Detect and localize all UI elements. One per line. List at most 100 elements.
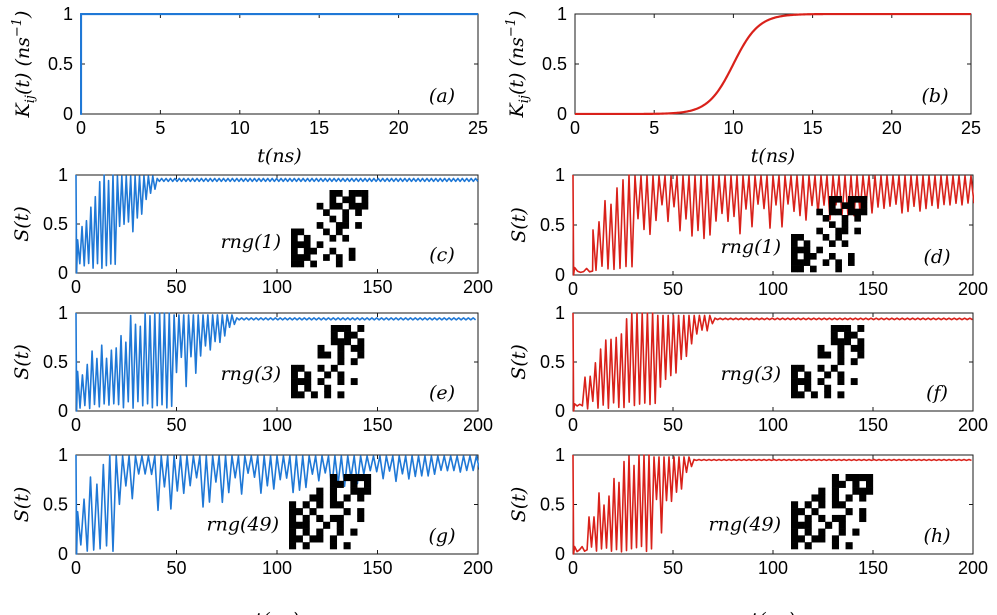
matrix-cell: [336, 521, 344, 529]
matrix-cell: [310, 260, 317, 268]
panel-tag: (d): [924, 246, 951, 268]
adjacency-matrix: [791, 474, 874, 550]
matrix-cell: [343, 542, 351, 550]
matrix-cell: [337, 338, 345, 346]
matrix-cell: [316, 501, 324, 509]
matrix-cell: [844, 338, 852, 346]
matrix-cell: [824, 371, 832, 379]
matrix-cell: [811, 535, 819, 543]
panel-tag: (g): [429, 525, 456, 547]
matrix-cell: [350, 528, 358, 536]
matrix-cell: [804, 542, 812, 550]
series-line: [75, 312, 477, 412]
matrix-cell: [841, 240, 849, 247]
matrix-cell: [841, 227, 849, 235]
panel-tag: (a): [429, 85, 455, 107]
matrix-cell: [859, 508, 867, 516]
matrix-cell: [791, 501, 799, 509]
matrix-cell: [852, 480, 860, 488]
matrix-cell: [829, 196, 836, 203]
matrix-cell: [297, 391, 305, 399]
matrix-cell: [291, 254, 298, 261]
x-tick-label: 200: [463, 558, 493, 578]
matrix-cell: [811, 494, 819, 502]
matrix-cell: [324, 391, 332, 399]
matrix-cell: [329, 234, 337, 242]
matrix-cell: [804, 528, 812, 536]
matrix-cell: [289, 528, 297, 536]
y-tick-label: 0.5: [43, 352, 68, 372]
matrix-cell: [848, 196, 855, 203]
matrix-cell: [316, 514, 324, 523]
matrix-cell: [831, 480, 840, 488]
adjacency-matrix: [291, 190, 369, 268]
matrix-cell: [804, 378, 812, 386]
matrix-cell: [831, 542, 840, 550]
adjacency-matrix: [289, 474, 372, 550]
matrix-cell: [324, 351, 332, 359]
matrix-cell: [324, 371, 332, 379]
matrix-cell: [361, 196, 369, 204]
matrix-cell: [791, 259, 798, 266]
x-tick-label: 15: [803, 118, 823, 138]
matrix-cell: [845, 542, 853, 550]
matrix-cell: [848, 202, 855, 209]
matrix-cell: [822, 259, 830, 266]
matrix-cell: [844, 331, 852, 339]
matrix-cell: [804, 521, 812, 529]
matrix-cell: [825, 521, 833, 529]
matrix-cell: [837, 391, 845, 399]
matrix-cell: [342, 215, 350, 223]
matrix-cell: [303, 247, 311, 255]
panel-tag: (e): [429, 382, 455, 404]
matrix-cell: [859, 494, 867, 502]
y-label-rest: (t) (ns: [12, 37, 34, 95]
matrix-cell: [818, 494, 826, 502]
matrix-cell: [329, 474, 338, 482]
matrix-cell: [355, 202, 362, 210]
matrix-cell: [289, 535, 297, 543]
matrix-cell: [791, 378, 798, 386]
x-tick-label: 200: [463, 277, 493, 297]
matrix-cell: [357, 494, 365, 502]
matrix-cell: [818, 535, 826, 543]
matrix-cell: [838, 528, 846, 536]
matrix-cell: [330, 325, 338, 332]
matrix-cell: [837, 378, 845, 386]
matrix-cell: [838, 514, 846, 523]
matrix-cell: [297, 228, 305, 236]
y-tick-label: 0: [58, 263, 68, 283]
matrix-cell: [291, 364, 298, 372]
y-tick-label: 0: [63, 104, 73, 124]
matrix-cell: [797, 246, 804, 254]
panel-e: 0 50 100 150 200 0 0.5 1 (e) S(t) rng(3): [11, 303, 493, 435]
matrix-cell: [329, 480, 338, 488]
matrix-cell: [335, 254, 343, 261]
matrix-cell: [337, 378, 345, 386]
x-tick-label: 0: [71, 415, 81, 435]
plot-frame: [574, 13, 972, 115]
matrix-cell: [297, 254, 305, 261]
matrix-cell: [335, 228, 343, 236]
matrix-cell: [791, 514, 799, 523]
panel-tag: (f): [926, 382, 948, 404]
y-tick-label: 1: [555, 303, 565, 323]
matrix-cell: [837, 325, 845, 332]
matrix-cell: [316, 535, 324, 543]
x-axis-label: t(ns): [255, 609, 299, 615]
matrix-cell: [797, 364, 805, 372]
matrix-cell: [329, 190, 337, 197]
y-tick-label: 1: [58, 303, 68, 323]
matrix-cell: [866, 487, 874, 495]
matrix-cell: [831, 494, 840, 502]
matrix-cell: [329, 487, 338, 495]
x-tick-label: 20: [882, 118, 902, 138]
y-tick-label: 0.5: [540, 352, 565, 372]
matrix-cell: [348, 196, 356, 204]
matrix-cell: [304, 371, 312, 379]
x-tick-label: 50: [663, 415, 683, 435]
matrix-cell: [323, 228, 330, 236]
matrix-cell: [857, 338, 865, 346]
matrix-cell: [337, 358, 345, 366]
matrix-cell: [845, 494, 853, 502]
